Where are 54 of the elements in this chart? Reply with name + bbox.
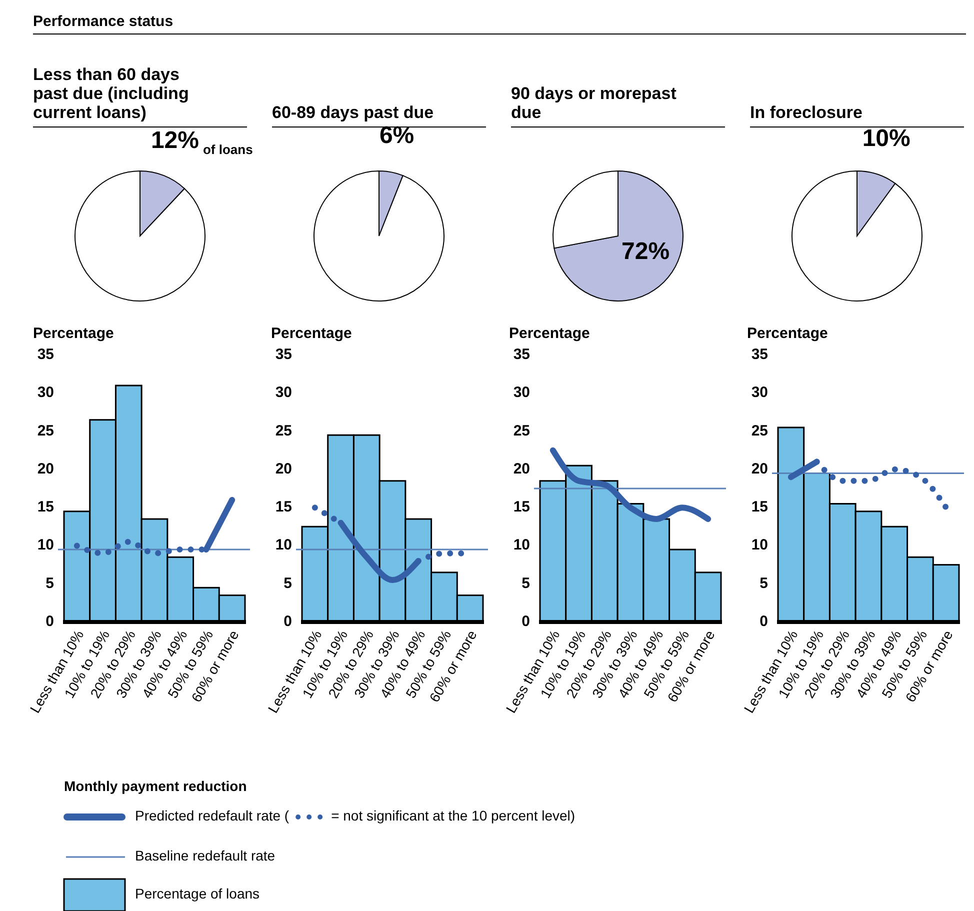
y-tick-label: 30 — [275, 384, 292, 402]
y-tick-label: 5 — [522, 574, 530, 592]
y-tick-label: 15 — [275, 498, 292, 516]
y-tick-label: 25 — [37, 422, 54, 440]
y-tick-label: 35 — [37, 346, 54, 363]
y-tick-label: 0 — [760, 612, 768, 630]
chart-title: 90 days or morepast due — [511, 84, 677, 122]
pie-slice — [792, 170, 922, 302]
y-tick-label: 0 — [284, 612, 292, 630]
y-axis-title: Percentage — [509, 325, 590, 342]
y-axis-title: Percentage — [747, 325, 828, 342]
chart-title: In foreclosure — [750, 103, 862, 122]
legend-label: Predicted redefault rate ( — [135, 808, 290, 824]
y-axis-title: Percentage — [33, 325, 114, 342]
y-tick-label: 15 — [513, 498, 530, 516]
y-tick-label: 35 — [275, 346, 292, 363]
data-label: 12% — [150, 127, 199, 154]
y-tick-label: 5 — [760, 574, 768, 592]
y-tick-label: 25 — [751, 422, 768, 440]
y-axis-title: Percentage — [271, 325, 352, 342]
text: of loans — [202, 142, 253, 158]
y-tick-label: 20 — [751, 460, 768, 478]
data-label: 72% — [622, 238, 670, 266]
text: Performance status — [33, 13, 174, 30]
y-tick-label: 20 — [275, 460, 292, 478]
chart-title: Less than 60 days past due (including current loans) — [33, 65, 189, 122]
data-label: 10% — [862, 124, 910, 152]
y-tick-label: 15 — [751, 498, 768, 516]
x-axis-title: Monthly payment reduction — [64, 778, 247, 794]
y-tick-label: 35 — [751, 346, 768, 363]
y-tick-label: 10 — [275, 536, 292, 554]
y-tick-label: 30 — [37, 384, 54, 402]
y-tick-label: 10 — [751, 536, 768, 554]
y-tick-label: 20 — [37, 460, 54, 478]
y-tick-label: 5 — [46, 574, 54, 592]
y-tick-label: 15 — [37, 498, 54, 516]
y-tick-label: 10 — [37, 536, 54, 554]
legend-label: Percentage of loans — [135, 886, 260, 902]
pie-slice — [554, 170, 684, 302]
y-tick-label: 5 — [284, 574, 292, 592]
legend-label: Baseline redefault rate — [135, 848, 276, 864]
legend-label: = not significant at the 10 percent level) — [331, 808, 576, 824]
pie-slice — [314, 170, 444, 302]
y-tick-label: 25 — [275, 422, 292, 440]
y-tick-label: 30 — [513, 384, 530, 402]
y-tick-label: 0 — [522, 612, 530, 630]
y-tick-label: 35 — [513, 346, 530, 363]
chart-title: 60-89 days past due — [272, 103, 434, 122]
pie-slice — [74, 170, 206, 302]
y-tick-label: 10 — [513, 536, 530, 554]
y-tick-label: 20 — [513, 460, 530, 478]
y-tick-label: 0 — [46, 612, 54, 630]
y-tick-label: 25 — [513, 422, 530, 440]
y-tick-label: 30 — [751, 384, 768, 402]
